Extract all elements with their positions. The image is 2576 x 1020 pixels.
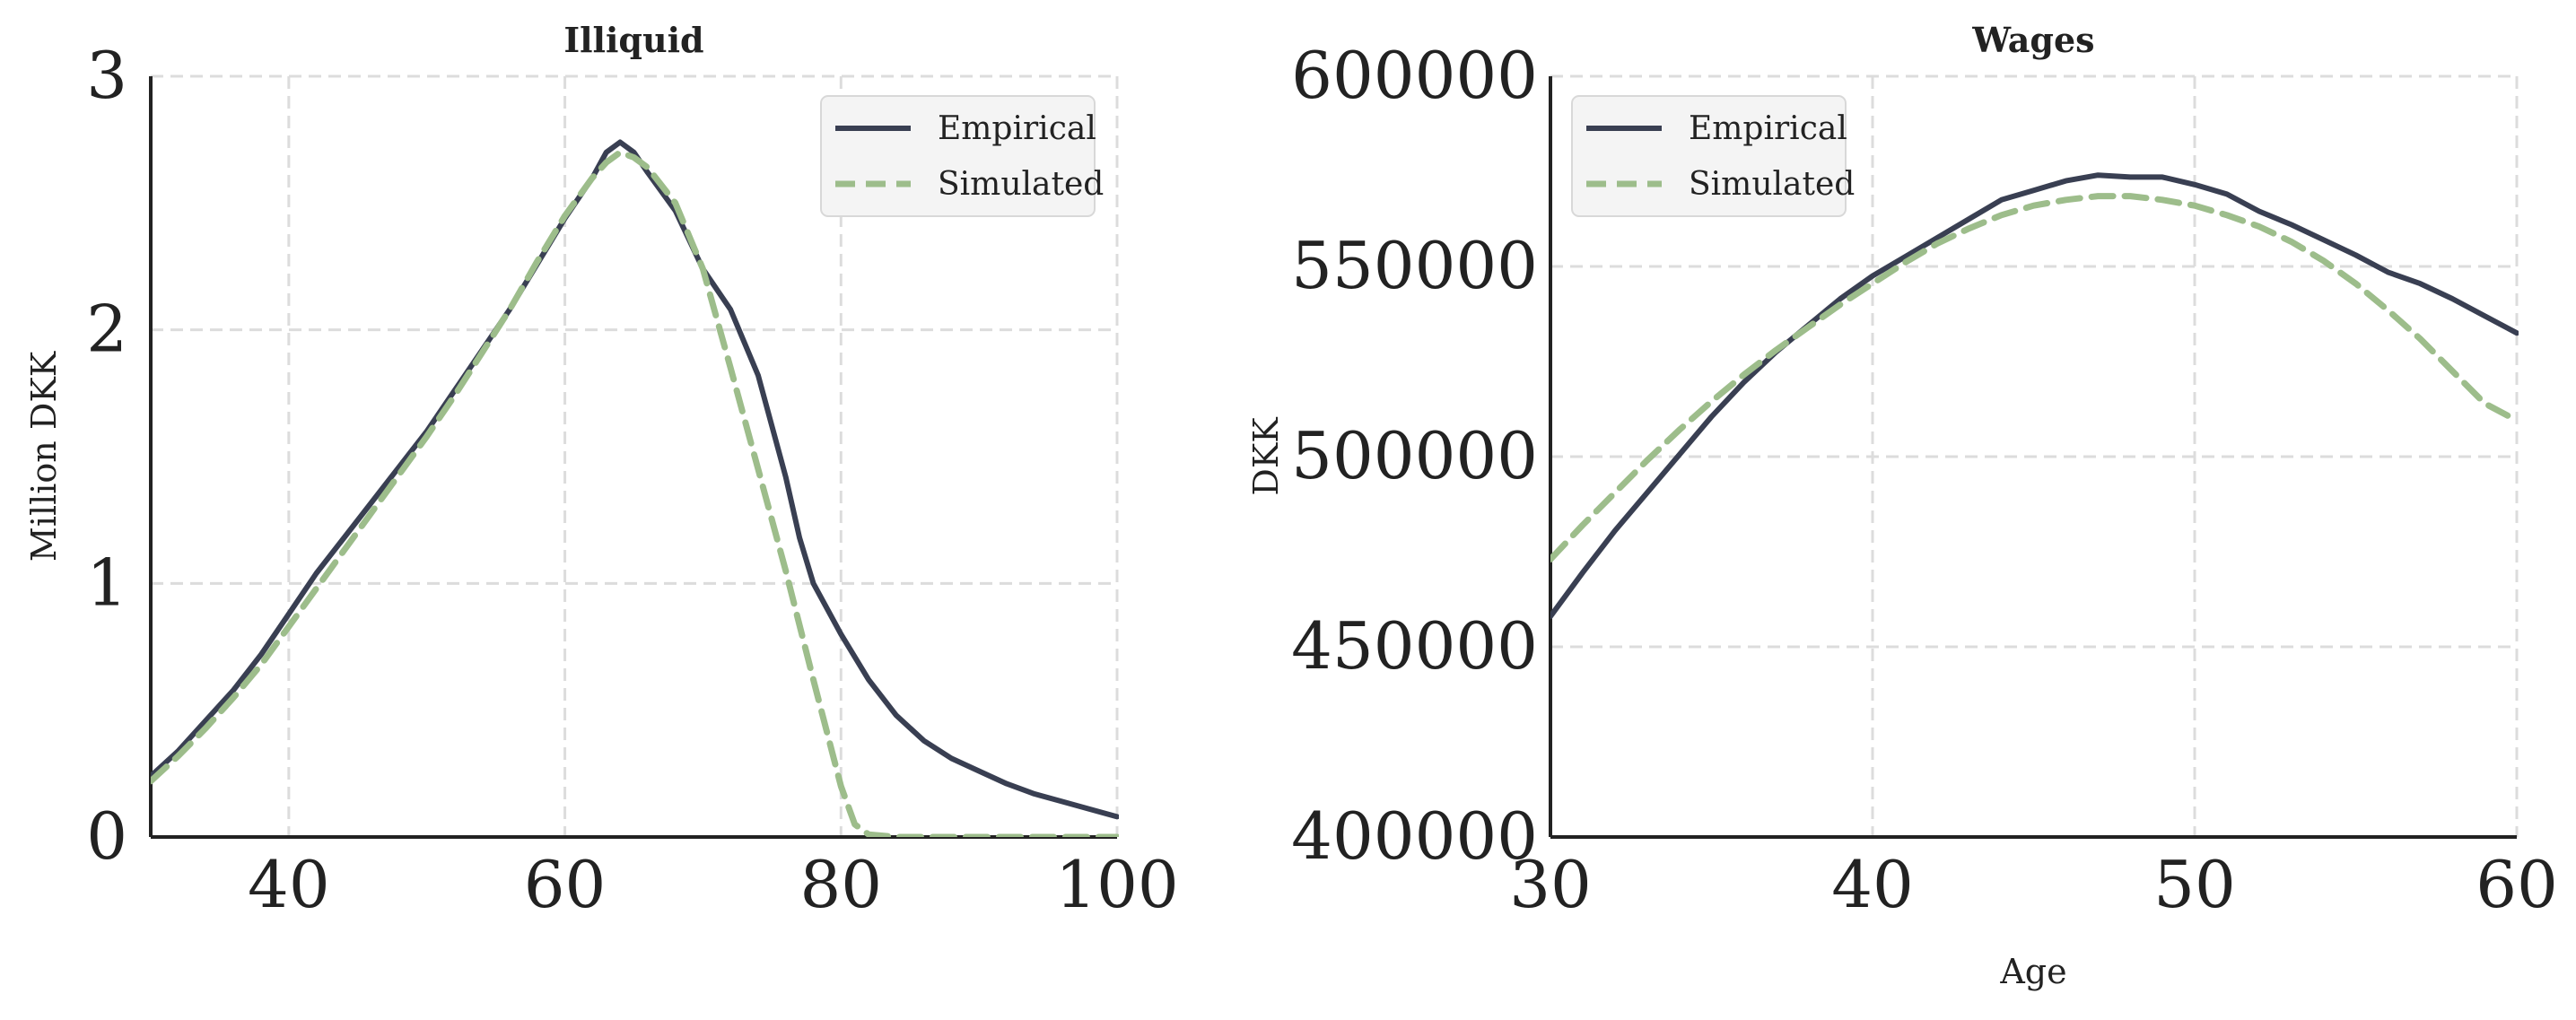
series-line-empirical xyxy=(1550,172,2519,620)
y-tick-label: 2 xyxy=(86,292,127,367)
y-tick-label: 450000 xyxy=(1291,608,1538,684)
y-tick-label: 550000 xyxy=(1291,228,1538,303)
x-tick-label: 60 xyxy=(2476,847,2558,922)
legend-label: Empirical xyxy=(938,110,1096,147)
x-axis-label: Age xyxy=(1999,952,2066,991)
x-tick-label: 40 xyxy=(1831,847,1914,922)
y-axis-label: DKK xyxy=(1246,417,1286,496)
x-tick-label: 100 xyxy=(1055,847,1178,922)
legend-label: Simulated xyxy=(1689,166,1855,203)
chart-panel-1: 40 60 80 100 0 1 2 3 Illiquid Million DKK Empirica… xyxy=(24,20,1179,922)
legend-label: Empirical xyxy=(1689,110,1847,147)
chart-panel-2: 30 40 50 60 400000 450000 500000 550000 600000 Wa… xyxy=(1246,20,2558,991)
chart-title: Wages xyxy=(1971,20,2094,60)
x-tick-label: 30 xyxy=(1509,847,1592,922)
y-tick-label: 1 xyxy=(86,545,127,620)
series-line-simulated xyxy=(1550,193,2519,562)
y-tick-label: 0 xyxy=(86,798,127,874)
y-axis-label: Million DKK xyxy=(24,351,64,562)
y-tick-label: 3 xyxy=(86,38,127,113)
x-tick-label: 60 xyxy=(524,847,607,922)
y-tick-label: 500000 xyxy=(1291,418,1538,493)
series-line-empirical xyxy=(151,139,1119,820)
y-tick-label: 600000 xyxy=(1291,38,1538,113)
legend: Empirical Simulated xyxy=(1571,95,1855,217)
x-tick-label: 80 xyxy=(799,847,882,922)
chart-title: Illiquid xyxy=(563,20,703,60)
legend-label: Simulated xyxy=(938,166,1104,203)
x-tick-label: 40 xyxy=(248,847,330,922)
y-tick-label: 400000 xyxy=(1291,798,1538,874)
legend: Empirical Simulated xyxy=(820,95,1104,217)
series-line-simulated xyxy=(151,149,1119,837)
x-tick-label: 50 xyxy=(2153,847,2236,922)
